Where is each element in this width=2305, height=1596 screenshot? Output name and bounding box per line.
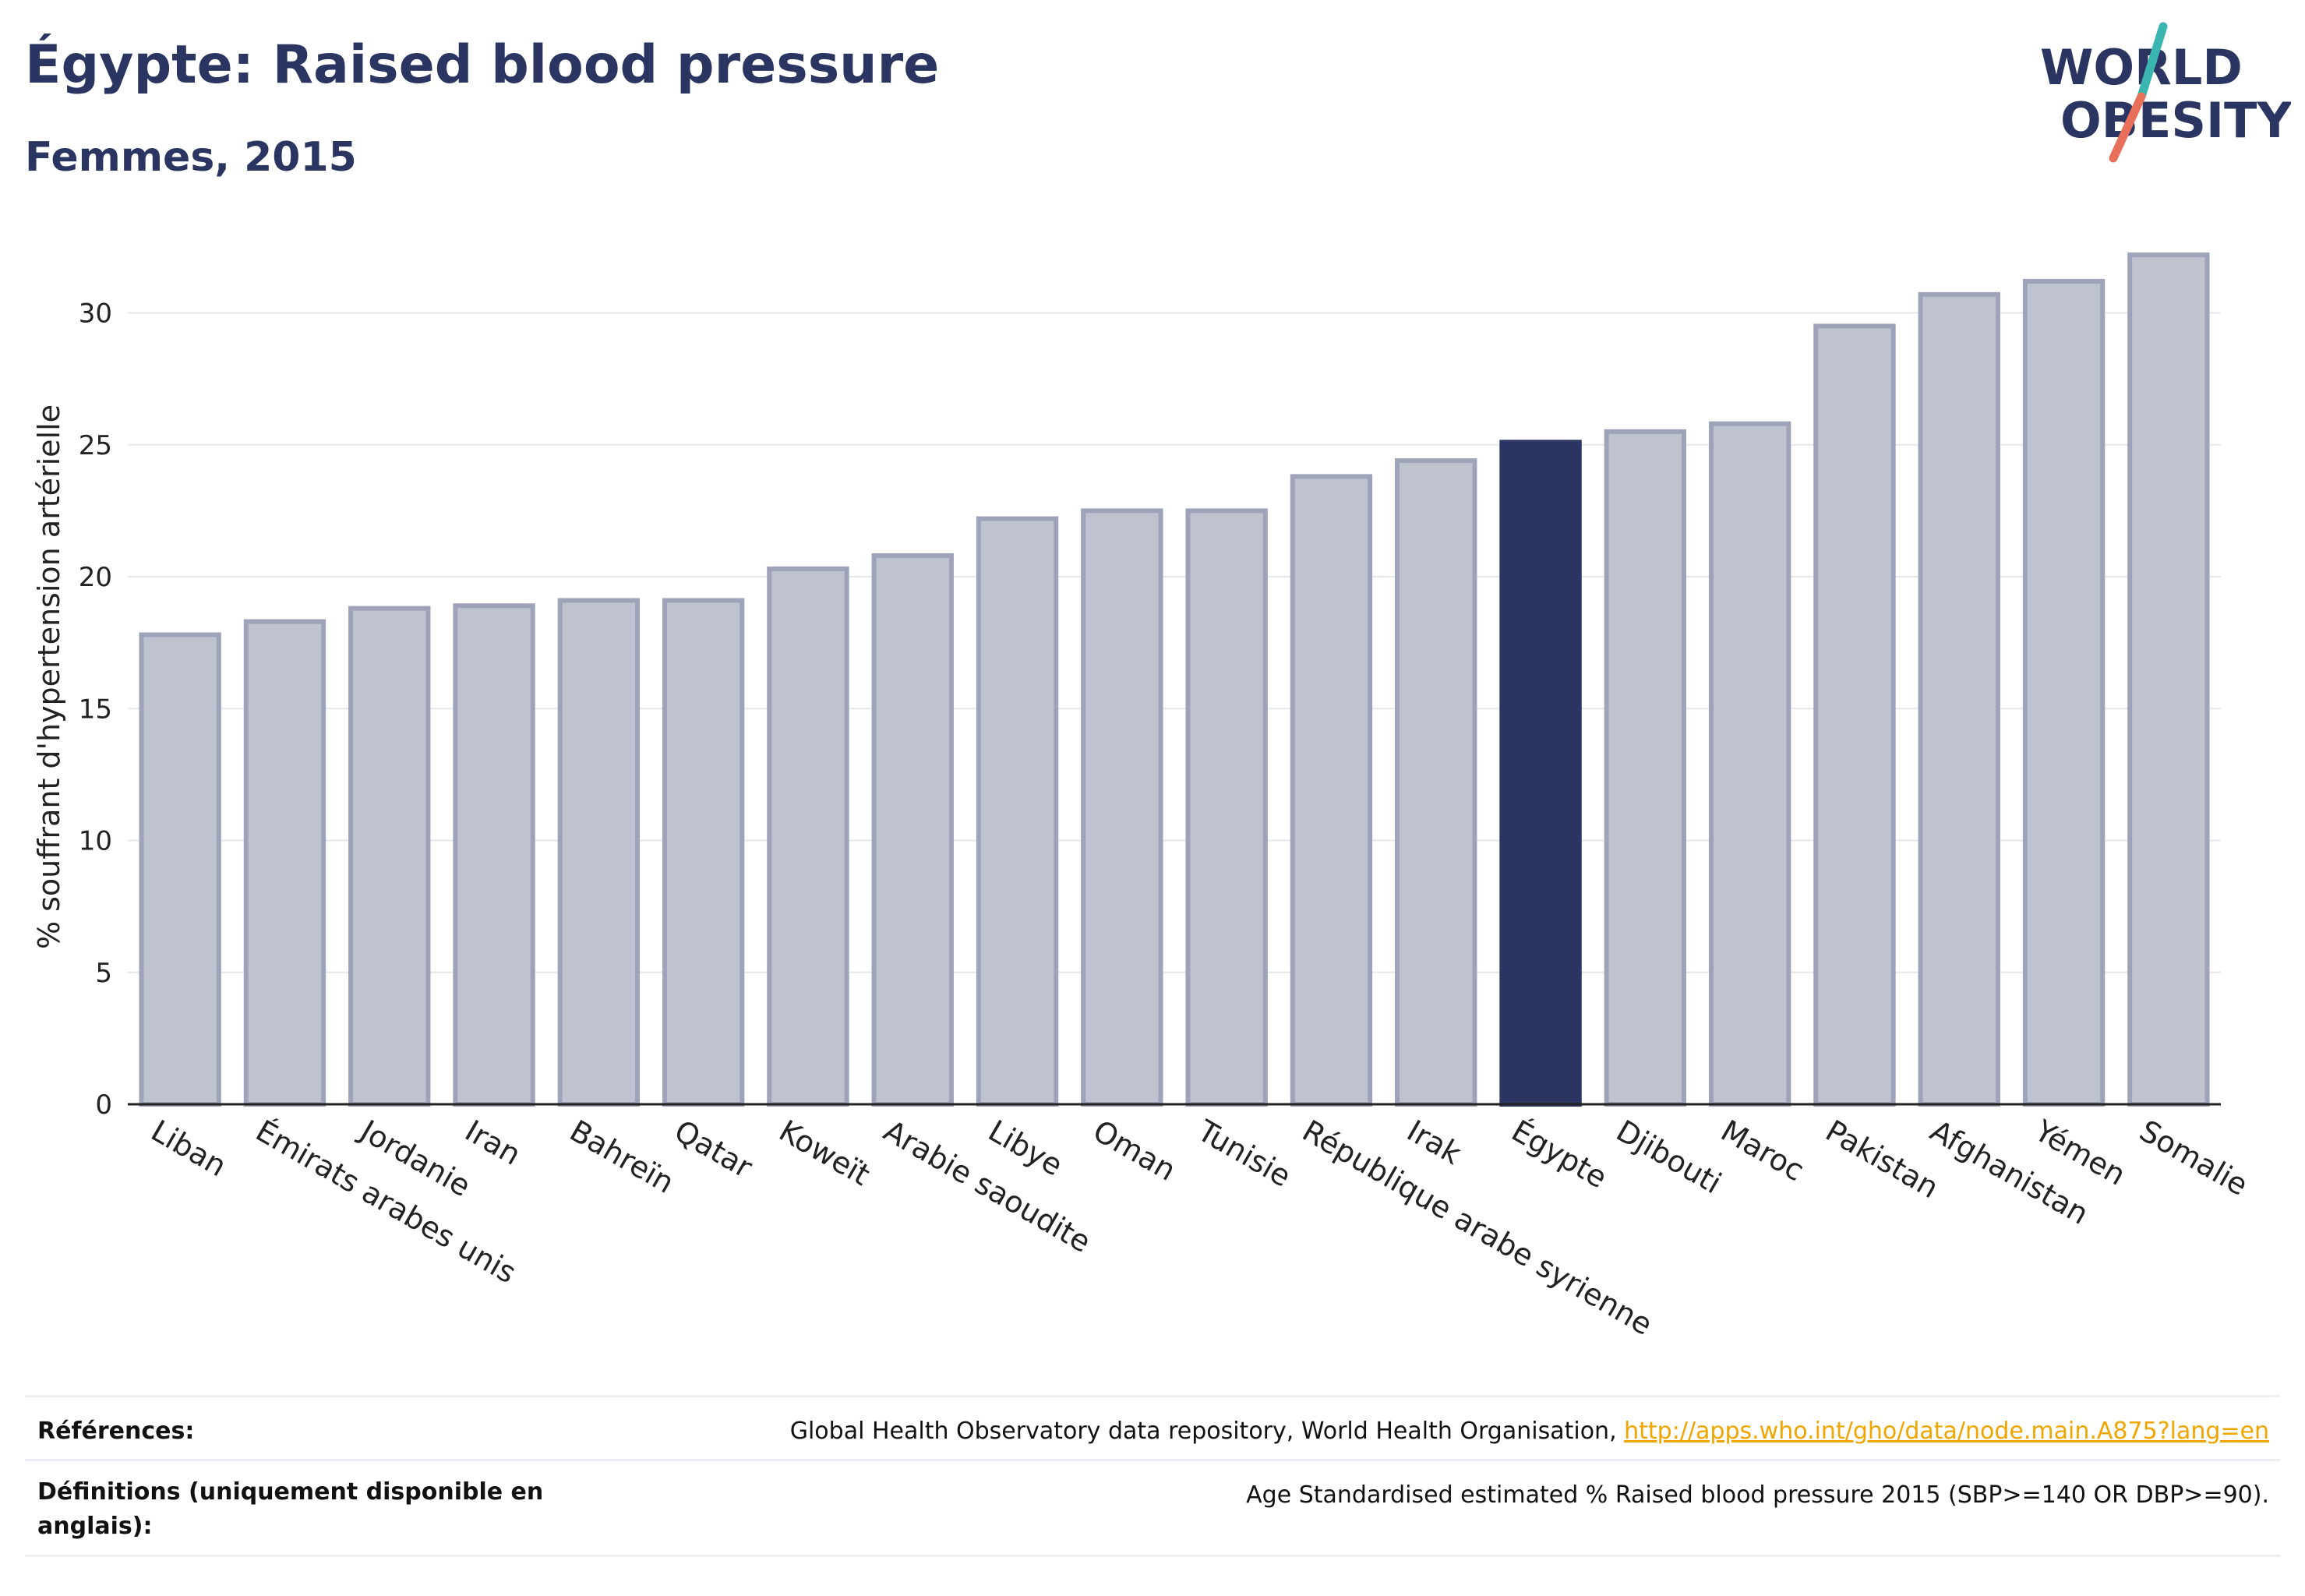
x-tick-label: Oman xyxy=(1087,1114,1181,1188)
bar xyxy=(1395,458,1477,1107)
references-text: Global Health Observatory data repositor… xyxy=(789,1418,1625,1445)
bar xyxy=(1708,421,1791,1107)
bar xyxy=(1813,323,1896,1107)
bar xyxy=(1185,508,1268,1107)
references-label: Références: xyxy=(37,1418,195,1445)
world-obesity-logo: WORLD OBESITY xyxy=(2040,22,2291,163)
bar xyxy=(243,619,327,1107)
x-tick-label: Iran xyxy=(460,1114,527,1172)
x-tick-label: Maroc xyxy=(1715,1114,1810,1188)
x-tick-label: Pakistan xyxy=(1820,1114,1944,1206)
bar xyxy=(453,603,535,1107)
x-tick-label: Bahreïn xyxy=(564,1114,680,1200)
y-tick-label: 30 xyxy=(79,298,112,330)
y-tick-label: 0 xyxy=(95,1089,112,1121)
bar xyxy=(1290,474,1373,1107)
x-tick-label: Égypte xyxy=(1506,1114,1613,1195)
x-tick-label: Djibouti xyxy=(1611,1114,1728,1201)
x-tick-label: Koweït xyxy=(773,1114,875,1192)
references-link[interactable]: http://apps.who.int/gho/data/node.main.A… xyxy=(1624,1418,2269,1445)
references-row: Références: Global Health Observatory da… xyxy=(25,1395,2280,1461)
bar xyxy=(557,598,641,1107)
logo-slash-teal xyxy=(2137,22,2168,101)
bar xyxy=(871,553,954,1107)
bar xyxy=(767,566,849,1107)
bar xyxy=(1604,429,1687,1107)
logo-line-obesity: OBESITY xyxy=(2060,92,2291,149)
definitions-row: Définitions (uniquement disponible en an… xyxy=(25,1459,2280,1557)
x-tick-label: Tunisie xyxy=(1191,1113,1297,1194)
bar xyxy=(662,598,745,1107)
logo-slash-coral xyxy=(2109,92,2146,163)
chart-subtitle: Femmes, 2015 xyxy=(25,134,357,181)
y-tick-label: 5 xyxy=(95,958,112,989)
y-tick-label: 10 xyxy=(79,826,112,857)
bar xyxy=(1918,291,2000,1107)
bar xyxy=(976,516,1059,1107)
x-tick-label: Irak xyxy=(1401,1114,1467,1171)
y-tick-label: 20 xyxy=(79,562,112,593)
x-tick-label: République arabe syrienne xyxy=(1297,1114,1658,1342)
definitions-label: Définitions (uniquement disponible en an… xyxy=(37,1478,544,1540)
bar xyxy=(139,632,221,1107)
bar xyxy=(348,606,431,1107)
chart-title: Égypte: Raised blood pressure xyxy=(25,34,940,96)
x-tick-label: Qatar xyxy=(669,1114,758,1185)
bar-highlight xyxy=(1499,440,1582,1107)
x-tick-label: Somalie xyxy=(2134,1114,2254,1202)
definitions-value: Age Standardised estimated % Raised bloo… xyxy=(1246,1481,2269,1509)
references-value: Global Health Observatory data repositor… xyxy=(790,1418,2269,1445)
x-tick-label: Liban xyxy=(146,1114,232,1184)
bar xyxy=(2022,278,2106,1107)
y-axis-label: % souffrant d'hypertension artérielle xyxy=(32,404,66,949)
y-tick-label: 15 xyxy=(79,694,112,725)
bar xyxy=(1081,508,1163,1107)
bar xyxy=(2127,252,2210,1107)
y-tick-label: 25 xyxy=(79,430,112,461)
